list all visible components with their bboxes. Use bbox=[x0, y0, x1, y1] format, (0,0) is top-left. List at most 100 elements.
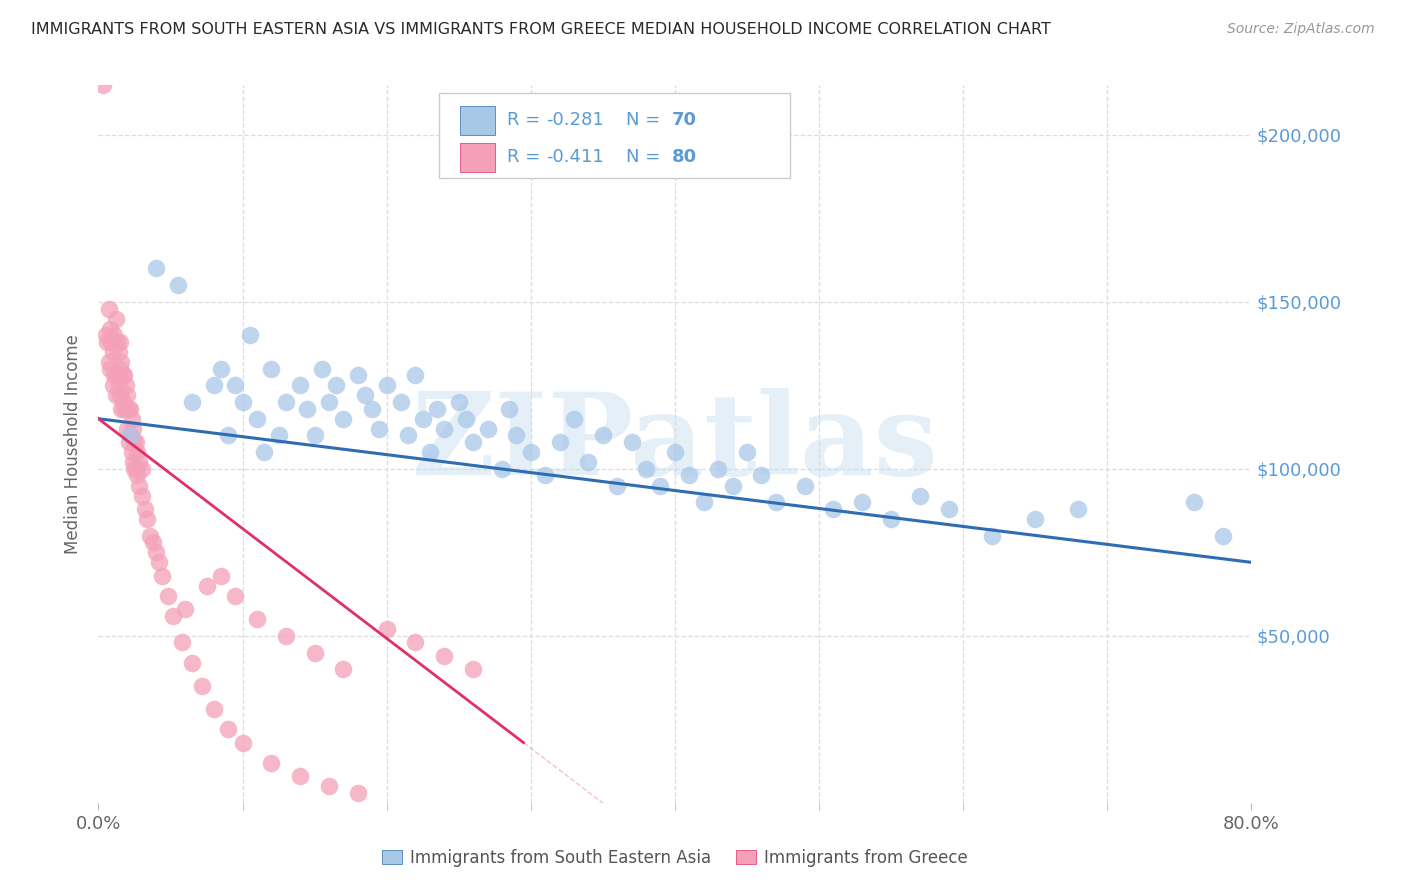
Point bbox=[145, 545, 167, 559]
Point bbox=[104, 311, 127, 326]
Point bbox=[578, 455, 600, 469]
Point bbox=[491, 462, 513, 476]
Point bbox=[111, 368, 134, 383]
Point bbox=[620, 435, 643, 450]
Point bbox=[202, 702, 225, 716]
Text: R =: R = bbox=[506, 112, 546, 129]
Point bbox=[375, 622, 398, 636]
Point bbox=[110, 355, 132, 369]
Point bbox=[122, 455, 145, 469]
Point bbox=[121, 411, 143, 425]
Point bbox=[592, 428, 614, 442]
Point bbox=[195, 579, 218, 593]
Y-axis label: Median Household Income: Median Household Income bbox=[65, 334, 83, 554]
Point bbox=[461, 435, 484, 450]
FancyBboxPatch shape bbox=[460, 106, 495, 135]
Point bbox=[107, 345, 129, 359]
Point bbox=[405, 368, 427, 383]
Point bbox=[124, 435, 146, 450]
Point bbox=[751, 468, 773, 483]
Point bbox=[1067, 502, 1090, 516]
Text: 80: 80 bbox=[672, 148, 696, 167]
Point bbox=[735, 445, 758, 459]
Point bbox=[162, 608, 184, 623]
Point bbox=[118, 401, 141, 416]
Point bbox=[721, 478, 744, 492]
Point bbox=[101, 378, 124, 392]
Point bbox=[231, 736, 254, 750]
Text: ZIPatlas: ZIPatlas bbox=[412, 388, 938, 500]
Point bbox=[454, 411, 477, 425]
Point bbox=[136, 512, 159, 526]
Text: R =: R = bbox=[506, 148, 546, 167]
Point bbox=[120, 428, 142, 442]
Point bbox=[224, 589, 246, 603]
Point bbox=[145, 261, 167, 276]
Point bbox=[498, 401, 520, 416]
Point bbox=[114, 401, 136, 416]
Point bbox=[346, 786, 368, 800]
Point bbox=[121, 445, 143, 459]
Point bbox=[170, 635, 193, 649]
Point bbox=[105, 334, 128, 349]
Point bbox=[361, 401, 384, 416]
Point bbox=[139, 528, 162, 542]
Point bbox=[217, 428, 239, 442]
Point bbox=[851, 495, 873, 509]
Point bbox=[108, 388, 131, 402]
Point bbox=[98, 321, 121, 335]
Point bbox=[191, 679, 214, 693]
Point bbox=[274, 395, 297, 409]
Point bbox=[304, 428, 326, 442]
FancyBboxPatch shape bbox=[460, 143, 495, 172]
Point bbox=[426, 401, 449, 416]
Point bbox=[209, 361, 232, 376]
Point bbox=[91, 78, 114, 92]
Point bbox=[117, 422, 139, 436]
Point bbox=[534, 468, 557, 483]
Point bbox=[122, 422, 145, 436]
Point bbox=[148, 555, 170, 569]
Point bbox=[181, 395, 204, 409]
Point bbox=[396, 428, 419, 442]
Point bbox=[664, 445, 686, 459]
Point bbox=[505, 428, 527, 442]
Point bbox=[880, 512, 903, 526]
Point bbox=[823, 502, 845, 516]
Point bbox=[150, 568, 173, 582]
Point bbox=[127, 445, 149, 459]
Text: -0.281: -0.281 bbox=[546, 112, 603, 129]
Point bbox=[318, 395, 340, 409]
Point bbox=[105, 368, 128, 383]
Point bbox=[108, 361, 131, 376]
Point bbox=[166, 278, 188, 293]
Point bbox=[120, 401, 142, 416]
Point bbox=[103, 368, 125, 383]
Point bbox=[103, 328, 125, 343]
Point bbox=[290, 378, 312, 392]
FancyBboxPatch shape bbox=[439, 94, 790, 178]
Point bbox=[304, 646, 326, 660]
Point bbox=[127, 468, 149, 483]
Point bbox=[419, 445, 441, 459]
Point bbox=[111, 395, 134, 409]
Point bbox=[650, 478, 672, 492]
Point bbox=[606, 478, 628, 492]
Point bbox=[1024, 512, 1046, 526]
Point bbox=[433, 648, 456, 663]
Point bbox=[368, 422, 391, 436]
Point bbox=[260, 756, 283, 770]
Point bbox=[412, 411, 434, 425]
Point bbox=[125, 462, 148, 476]
Point bbox=[131, 462, 153, 476]
Point bbox=[693, 495, 716, 509]
Point bbox=[125, 435, 148, 450]
Point bbox=[131, 489, 153, 503]
Point bbox=[325, 378, 347, 392]
Point bbox=[765, 495, 787, 509]
Point bbox=[447, 395, 470, 409]
Point bbox=[311, 361, 333, 376]
Text: Source: ZipAtlas.com: Source: ZipAtlas.com bbox=[1227, 22, 1375, 37]
Point bbox=[156, 589, 179, 603]
Point bbox=[346, 368, 368, 383]
